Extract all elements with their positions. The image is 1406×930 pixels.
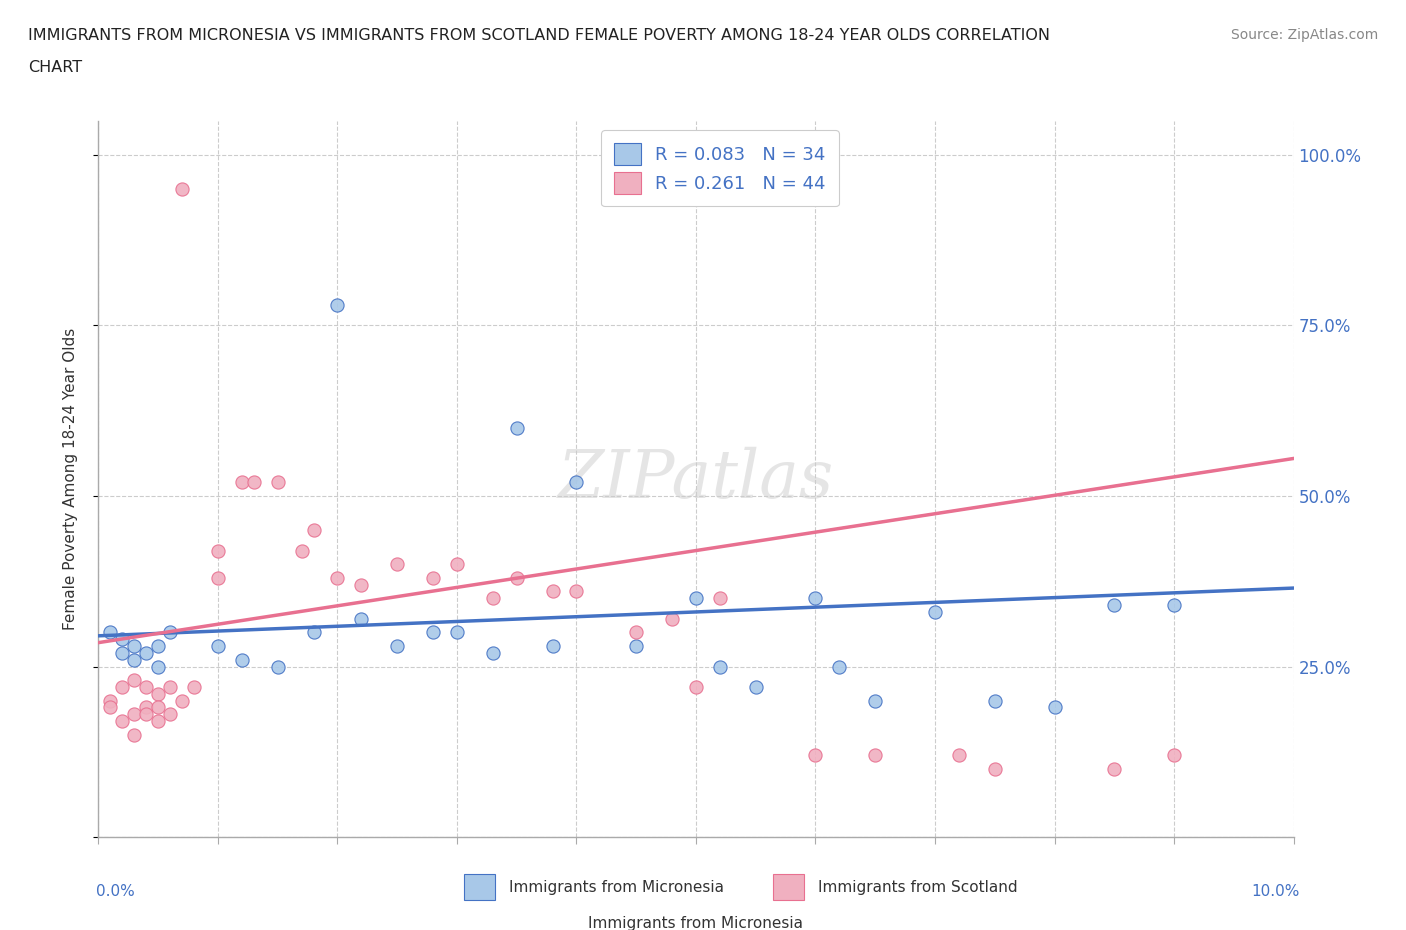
Y-axis label: Female Poverty Among 18-24 Year Olds: Female Poverty Among 18-24 Year Olds	[63, 328, 77, 631]
Point	[709, 659, 731, 674]
Point	[326, 570, 349, 585]
Point	[111, 645, 134, 660]
Point	[111, 680, 134, 695]
Point	[685, 591, 707, 605]
Point	[385, 557, 409, 572]
FancyBboxPatch shape	[464, 874, 495, 900]
Point	[124, 652, 146, 667]
Point	[98, 625, 122, 640]
Point	[804, 748, 827, 763]
Point	[159, 707, 181, 722]
Point	[124, 672, 146, 687]
Point	[135, 707, 157, 722]
Point	[267, 475, 290, 490]
Point	[1043, 700, 1066, 715]
Text: Source: ZipAtlas.com: Source: ZipAtlas.com	[1230, 28, 1378, 42]
Point	[98, 700, 122, 715]
Point	[124, 727, 146, 742]
Point	[745, 680, 768, 695]
Point	[709, 591, 731, 605]
Point	[124, 707, 146, 722]
Text: Immigrants from Micronesia: Immigrants from Micronesia	[509, 880, 724, 895]
Point	[1104, 762, 1126, 777]
Point	[231, 475, 253, 490]
Text: CHART: CHART	[28, 60, 82, 75]
Point	[865, 748, 887, 763]
Text: IMMIGRANTS FROM MICRONESIA VS IMMIGRANTS FROM SCOTLAND FEMALE POVERTY AMONG 18-2: IMMIGRANTS FROM MICRONESIA VS IMMIGRANTS…	[28, 28, 1050, 43]
Point	[446, 625, 468, 640]
Point	[302, 523, 325, 538]
Point	[626, 639, 648, 654]
Point	[207, 639, 229, 654]
Point	[148, 713, 170, 728]
Point	[302, 625, 325, 640]
Point	[135, 680, 157, 695]
Text: ZIPatlas: ZIPatlas	[558, 446, 834, 512]
Point	[124, 639, 146, 654]
Point	[422, 625, 444, 640]
Point	[828, 659, 851, 674]
Point	[148, 639, 170, 654]
Point	[446, 557, 468, 572]
Point	[207, 543, 229, 558]
Point	[865, 693, 887, 708]
Point	[1163, 748, 1185, 763]
Point	[804, 591, 827, 605]
Point	[482, 645, 505, 660]
Point	[422, 570, 444, 585]
Point	[267, 659, 290, 674]
Point	[541, 584, 564, 599]
Point	[159, 680, 181, 695]
Point	[948, 748, 970, 763]
Point	[172, 181, 194, 196]
FancyBboxPatch shape	[773, 874, 804, 900]
Point	[148, 659, 170, 674]
Text: Immigrants from Micronesia: Immigrants from Micronesia	[589, 916, 803, 930]
Point	[172, 693, 194, 708]
Point	[661, 611, 683, 626]
Point	[541, 639, 564, 654]
Text: 0.0%: 0.0%	[96, 884, 135, 898]
Point	[385, 639, 409, 654]
Text: Immigrants from Scotland: Immigrants from Scotland	[818, 880, 1018, 895]
Point	[135, 700, 157, 715]
Point	[506, 420, 529, 435]
Point	[350, 578, 373, 592]
Point	[135, 645, 157, 660]
Point	[506, 570, 529, 585]
Point	[111, 713, 134, 728]
Point	[482, 591, 505, 605]
Point	[924, 604, 946, 619]
Point	[685, 680, 707, 695]
Point	[291, 543, 314, 558]
Point	[98, 693, 122, 708]
Point	[159, 625, 181, 640]
Point	[326, 298, 349, 312]
Point	[111, 631, 134, 646]
Text: 10.0%: 10.0%	[1251, 884, 1299, 898]
Point	[1163, 598, 1185, 613]
Point	[626, 625, 648, 640]
Point	[565, 584, 588, 599]
Point	[183, 680, 205, 695]
Point	[984, 693, 1007, 708]
Point	[231, 652, 253, 667]
Point	[243, 475, 266, 490]
Point	[148, 700, 170, 715]
Legend: R = 0.083   N = 34, R = 0.261   N = 44: R = 0.083 N = 34, R = 0.261 N = 44	[602, 130, 838, 206]
Point	[148, 686, 170, 701]
Point	[207, 570, 229, 585]
Point	[565, 475, 588, 490]
Point	[1104, 598, 1126, 613]
Point	[350, 611, 373, 626]
Point	[984, 762, 1007, 777]
